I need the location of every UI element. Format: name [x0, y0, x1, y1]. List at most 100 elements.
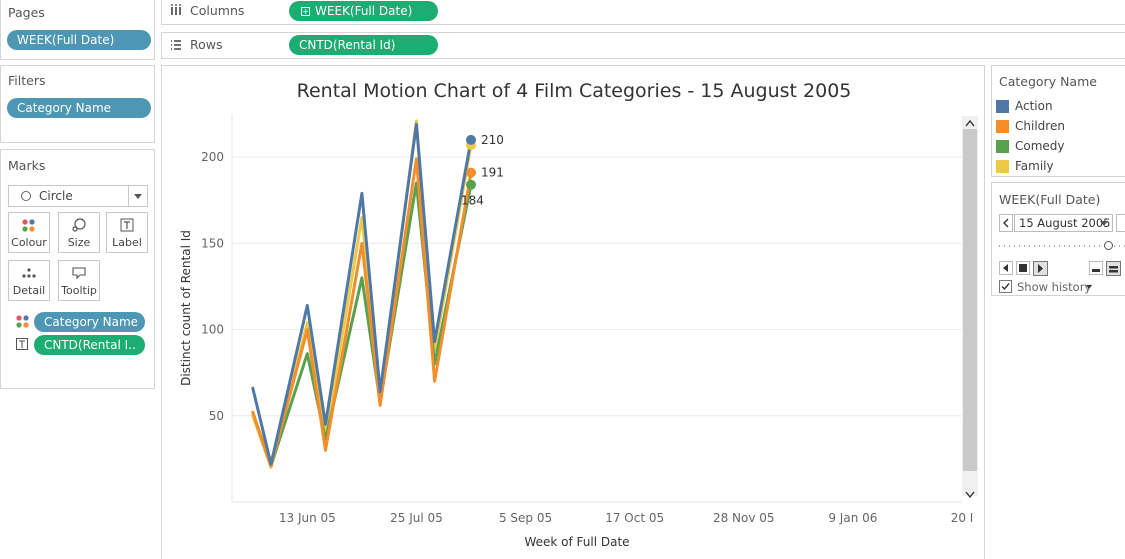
speed-slow-button[interactable]	[1089, 261, 1103, 275]
tooltip-icon	[59, 265, 99, 281]
y-tick-label: 150	[201, 236, 224, 250]
expand-icon: +	[301, 7, 310, 16]
show-history-menu-icon[interactable]	[1086, 285, 1092, 289]
dropdown-divider	[128, 186, 129, 206]
marks-field-category-name[interactable]: Category Name	[34, 312, 145, 332]
columns-icon	[170, 4, 182, 19]
chevron-down-icon	[1100, 221, 1108, 226]
chart-title: Rental Motion Chart of 4 Film Categories…	[296, 80, 852, 102]
y-tick-label: 200	[201, 150, 224, 164]
x-tick-label: 20 I	[951, 511, 974, 525]
legend-item-children[interactable]: Children	[996, 118, 1065, 134]
filter-pill-category-name[interactable]: Category Name	[7, 98, 151, 118]
legend-label: Family	[1015, 159, 1054, 173]
detail-button[interactable]: Detail	[8, 260, 50, 301]
data-label-action: 210	[481, 133, 504, 147]
legend-item-family[interactable]: Family	[996, 158, 1054, 174]
point-action	[466, 134, 477, 145]
data-label-comedy: 184	[461, 194, 484, 208]
x-tick-label: 25 Jul 05	[390, 511, 443, 525]
play-forward-button[interactable]	[1033, 261, 1048, 276]
legend-label: Action	[1015, 99, 1053, 113]
chart-view: Rental Motion Chart of 4 Film Categories…	[161, 65, 985, 559]
slider-track	[999, 245, 1125, 247]
text-label-icon	[107, 217, 147, 233]
data-label-children: 191	[481, 166, 504, 180]
rows-shelf[interactable]: Rows CNTD(Rental Id)	[161, 32, 1125, 59]
y-tick-label: 50	[209, 409, 224, 423]
show-history-checkbox[interactable]	[999, 280, 1012, 293]
legend-swatch	[996, 159, 1009, 173]
x-tick-label: 17 Oct 05	[605, 511, 664, 525]
colour-icon	[9, 217, 49, 233]
slider-thumb[interactable]	[1104, 241, 1113, 250]
series-line-action	[251, 122, 473, 466]
legend-label: Children	[1015, 119, 1065, 133]
page-select[interactable]: 15 August 2005	[1014, 214, 1113, 232]
show-history-label[interactable]: Show history	[1017, 280, 1092, 294]
filters-card: Filters Category Name	[0, 65, 155, 143]
x-tick-label: 9 Jan 06	[828, 511, 877, 525]
columns-pill-label: WEEK(Full Date)	[315, 4, 413, 18]
pages-pill[interactable]: WEEK(Full Date)	[7, 30, 151, 50]
legend-item-action[interactable]: Action	[996, 98, 1053, 114]
chevron-down-icon	[134, 194, 142, 199]
y-axis-title: Distinct count of Rental Id	[179, 230, 193, 386]
prev-page-button[interactable]	[999, 214, 1013, 232]
legend-swatch	[996, 139, 1009, 153]
legend-item-comedy[interactable]: Comedy	[996, 138, 1065, 154]
legend-title: Category Name	[999, 74, 1097, 89]
x-tick-label: 5 Sep 05	[499, 511, 552, 525]
rows-pill[interactable]: CNTD(Rental Id)	[289, 35, 438, 55]
colour-label: Colour	[11, 236, 47, 249]
legend-swatch	[996, 99, 1009, 113]
color-legend: Category Name Action Children Comedy Fam…	[991, 65, 1125, 177]
detail-label: Detail	[12, 284, 46, 297]
page-slider[interactable]	[999, 240, 1125, 252]
size-label: Size	[67, 236, 91, 249]
size-icon	[59, 217, 99, 233]
rows-icon	[170, 39, 182, 54]
point-children	[466, 167, 477, 178]
x-axis-title: Week of Full Date	[524, 535, 629, 549]
marks-title: Marks	[8, 158, 46, 173]
x-tick-label: 13 Jun 05	[279, 511, 336, 525]
marks-card: Marks Circle Colour Size Label Detail To…	[0, 149, 155, 389]
circle-icon	[21, 191, 31, 201]
stop-button[interactable]	[1016, 261, 1030, 275]
columns-title: Columns	[190, 3, 245, 18]
tooltip-button[interactable]: Tooltip	[58, 260, 100, 301]
legend-label: Comedy	[1015, 139, 1065, 153]
label-label: Label	[112, 236, 142, 249]
size-button[interactable]: Size	[58, 212, 100, 253]
mark-type-dropdown[interactable]: Circle	[8, 185, 148, 207]
y-tick-label: 100	[201, 323, 224, 337]
tooltip-label: Tooltip	[61, 284, 97, 297]
scroll-down-icon[interactable]	[965, 491, 975, 499]
scrollbar-thumb[interactable]	[963, 129, 977, 471]
pages-card: Pages WEEK(Full Date)	[0, 0, 155, 60]
page-control-title: WEEK(Full Date)	[999, 192, 1101, 207]
label-button[interactable]: Label	[106, 212, 148, 253]
mark-type-label: Circle	[39, 189, 73, 203]
rows-title: Rows	[190, 37, 223, 52]
columns-pill[interactable]: + WEEK(Full Date)	[289, 1, 438, 21]
legend-swatch	[996, 119, 1009, 133]
marks-field-cntd-rental-id[interactable]: CNTD(Rental I..	[34, 335, 145, 355]
speed-medium-button[interactable]	[1106, 261, 1121, 276]
columns-shelf[interactable]: Columns + WEEK(Full Date)	[161, 0, 1125, 25]
line-chart: 50 100 150 200 13 Jun 05 25 Jul 05 5 Sep 05 17 …	[179, 114, 978, 549]
colour-button[interactable]: Colour	[8, 212, 50, 253]
x-tick-label: 28 Nov 05	[713, 511, 775, 525]
colour-field-icon	[15, 314, 31, 331]
next-page-button[interactable]	[1116, 214, 1125, 232]
scroll-up-icon[interactable]	[965, 119, 975, 127]
page-select-value: 15 August 2005	[1019, 216, 1111, 230]
text-field-icon	[16, 338, 28, 353]
play-back-button[interactable]	[999, 261, 1013, 275]
series-line-children	[251, 157, 473, 468]
detail-icon	[9, 265, 49, 281]
page-control-card: WEEK(Full Date) 15 August 2005 Show hist…	[991, 182, 1125, 296]
pages-title: Pages	[8, 5, 45, 20]
point-comedy	[466, 179, 477, 190]
